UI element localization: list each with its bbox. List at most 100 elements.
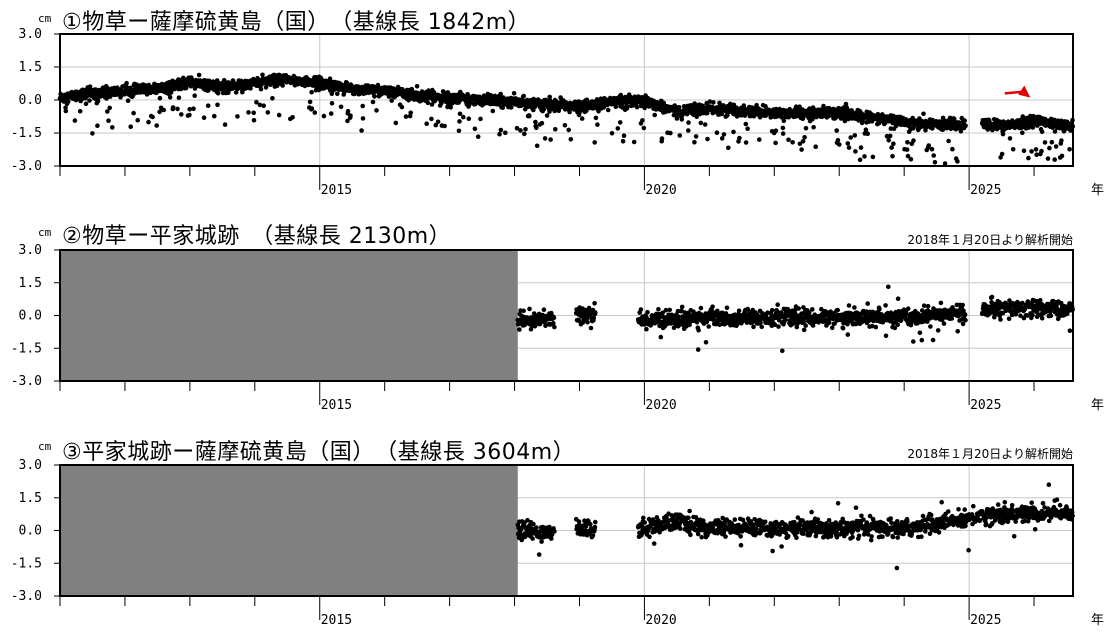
data-point (775, 302, 780, 307)
data-point (1030, 312, 1035, 318)
data-point (1039, 148, 1044, 154)
data-point (625, 104, 630, 109)
data-point (757, 137, 762, 142)
data-point (796, 306, 801, 311)
data-point (576, 519, 582, 524)
data-point (215, 102, 220, 108)
data-point (639, 523, 645, 529)
data-point (327, 76, 333, 81)
data-point (842, 118, 848, 124)
data-point (726, 145, 731, 151)
data-point (552, 324, 557, 330)
data-point (328, 111, 334, 116)
data-point (613, 104, 619, 110)
data-point (530, 536, 535, 541)
data-point (566, 127, 571, 133)
data-point (775, 309, 780, 314)
data-point (375, 82, 381, 88)
data-point (703, 340, 709, 345)
data-point (547, 94, 552, 100)
data-point (1042, 140, 1048, 145)
data-point (609, 131, 615, 136)
data-point (1006, 316, 1012, 322)
data-point (1010, 147, 1016, 152)
data-point (549, 536, 554, 541)
data-point (63, 108, 69, 114)
data-point (759, 324, 764, 330)
data-point (647, 534, 652, 540)
data-point (786, 137, 791, 143)
x-tick-label: 2020 (645, 613, 676, 628)
data-point (857, 157, 863, 163)
data-point (772, 322, 778, 327)
data-point (620, 139, 626, 144)
data-point (846, 303, 852, 308)
data-point (828, 309, 833, 314)
data-point (246, 110, 251, 115)
y-tick-label: 3.0 (19, 27, 42, 42)
y-tick-label: 1.5 (19, 60, 42, 75)
data-point (811, 125, 816, 130)
data-point (721, 132, 727, 137)
data-point (212, 113, 217, 119)
data-point (588, 311, 593, 316)
data-point (940, 127, 946, 132)
y-tick-label: 0.0 (19, 93, 42, 108)
data-point (686, 128, 691, 133)
data-point (389, 98, 395, 103)
data-point (858, 145, 864, 150)
data-point (254, 99, 259, 105)
data-point (498, 127, 504, 133)
data-point (312, 110, 318, 115)
data-point (592, 140, 597, 145)
data-point (677, 133, 683, 138)
data-point (448, 105, 454, 110)
data-point (640, 118, 645, 123)
data-point (206, 88, 211, 93)
data-point (83, 101, 89, 107)
data-point (676, 314, 681, 320)
data-point (797, 104, 802, 109)
no-data-area (60, 465, 518, 596)
data-point (887, 133, 893, 139)
data-point (877, 306, 882, 312)
data-point (1059, 138, 1064, 143)
x-tick-label: 2025 (970, 613, 1001, 628)
data-point (257, 102, 263, 108)
plot-frame (59, 249, 1074, 382)
data-point (531, 521, 536, 527)
data-point (65, 99, 71, 104)
data-point (904, 312, 910, 317)
x-tick-label: 2015 (321, 613, 352, 628)
x-tick-label: 2020 (645, 398, 676, 413)
data-point (1007, 136, 1013, 141)
data-point (863, 127, 869, 132)
data-point (522, 131, 527, 137)
data-point (780, 131, 786, 136)
data-point (743, 140, 749, 145)
data-point (518, 128, 523, 133)
y-tick-label: 3.0 (19, 243, 42, 258)
data-point (585, 320, 590, 325)
data-point (536, 311, 542, 317)
data-point (893, 123, 899, 129)
data-point (651, 541, 657, 546)
data-point (161, 107, 166, 113)
data-point (826, 320, 832, 325)
data-point (424, 121, 430, 126)
data-point (862, 154, 867, 159)
data-point (674, 116, 680, 121)
data-point (187, 107, 192, 112)
data-point (1030, 125, 1036, 130)
data-point (962, 312, 968, 317)
data-point (1052, 157, 1057, 162)
data-point (1059, 153, 1065, 159)
data-point (707, 99, 713, 104)
data-point (456, 128, 462, 134)
data-point (998, 317, 1003, 322)
data-points (515, 482, 1075, 571)
data-point (1047, 145, 1052, 151)
data-point (344, 80, 350, 86)
data-point (731, 129, 736, 135)
data-point (345, 118, 350, 124)
